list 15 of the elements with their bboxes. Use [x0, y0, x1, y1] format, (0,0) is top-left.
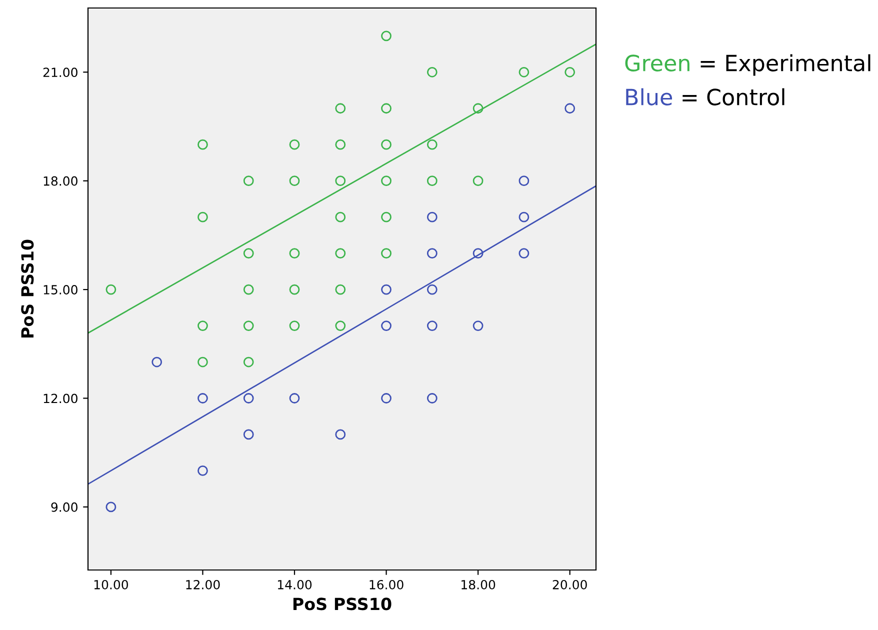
text: Green = Experimental — [625, 54, 870, 76]
y-tick-label: 12.00 — [44, 394, 78, 404]
x-tick-label: 14.00 — [278, 580, 312, 590]
x-tick-label: 18.00 — [462, 580, 496, 590]
x-tick-label: 10.00 — [94, 580, 128, 590]
x-tick-label: 20.00 — [552, 580, 587, 590]
x-tick-label: 12.00 — [186, 580, 220, 590]
x-axis-title: PoS PSS10 — [293, 598, 392, 610]
y-tick-label: 9.00 — [51, 502, 78, 512]
y-axis-title: PoS PSS10 — [21, 240, 34, 338]
y-tick-label: 15.00 — [44, 285, 78, 294]
text: Blue = Control — [626, 88, 784, 106]
y-tick-label: 21.00 — [43, 68, 78, 78]
x-tick-label: 16.00 — [370, 580, 404, 590]
y-tick-label: 18.00 — [44, 176, 78, 186]
